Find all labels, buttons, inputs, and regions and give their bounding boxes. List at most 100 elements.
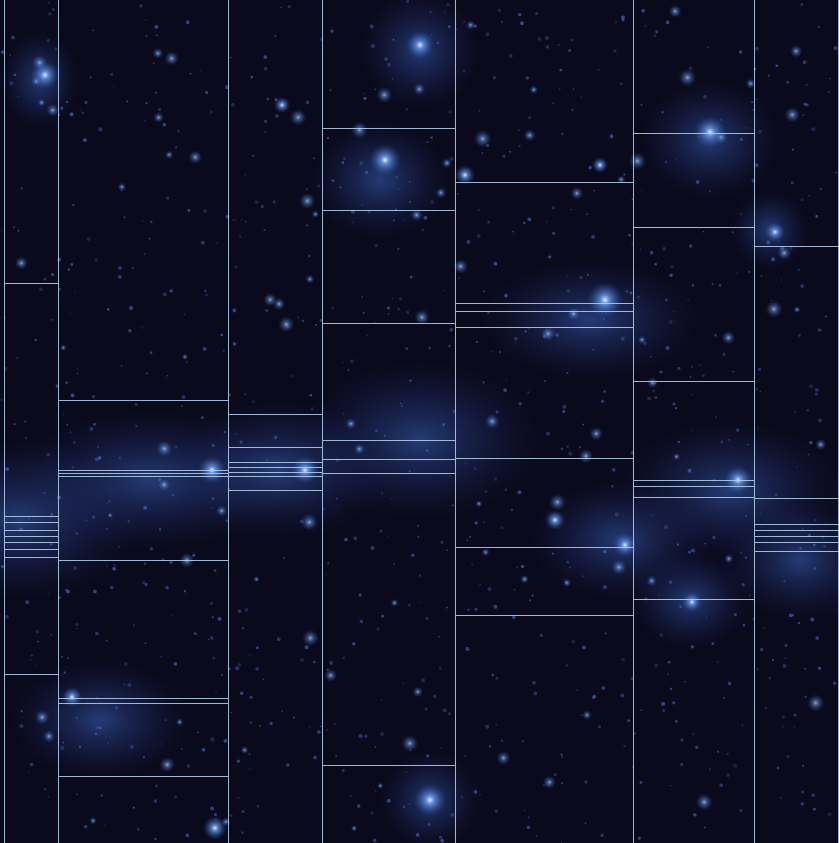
speck	[229, 56, 232, 59]
speck	[483, 521, 485, 524]
speck	[688, 550, 692, 554]
speck	[418, 601, 420, 603]
speck	[249, 721, 252, 724]
speck	[369, 24, 374, 29]
speck	[771, 257, 776, 262]
halo	[345, 418, 357, 430]
speck	[584, 780, 588, 784]
speck	[221, 673, 224, 676]
speck	[25, 600, 30, 605]
speck	[783, 579, 786, 583]
halo	[637, 335, 647, 344]
speck	[230, 711, 233, 714]
halo	[695, 793, 713, 811]
halo	[435, 187, 447, 199]
speck	[500, 20, 504, 23]
speck	[209, 601, 214, 605]
halo	[523, 129, 536, 142]
speck	[623, 173, 626, 176]
halo	[484, 413, 500, 429]
speck	[558, 88, 561, 91]
speck	[408, 200, 412, 203]
speck	[786, 80, 790, 84]
speck	[387, 536, 389, 539]
speck	[625, 289, 629, 293]
speck	[118, 546, 120, 548]
speck	[817, 418, 822, 423]
halo	[175, 718, 184, 726]
speck	[394, 175, 399, 180]
speck	[238, 235, 242, 238]
speck	[0, 565, 5, 569]
speck	[479, 794, 481, 796]
speck	[118, 275, 122, 279]
speck	[494, 809, 498, 813]
speck	[604, 632, 607, 635]
speck	[374, 429, 378, 433]
halo	[164, 51, 179, 66]
speck	[96, 445, 99, 449]
speck	[83, 825, 88, 829]
speck	[240, 219, 242, 221]
speck	[215, 691, 217, 694]
speck	[727, 753, 729, 755]
speck	[358, 734, 363, 738]
speck	[251, 400, 255, 404]
halo	[412, 686, 424, 698]
speck	[561, 756, 564, 759]
speck	[425, 616, 429, 621]
speck	[423, 215, 428, 220]
speck	[60, 746, 65, 751]
speck	[110, 586, 114, 590]
speck	[677, 440, 681, 444]
halo	[34, 709, 50, 725]
halo	[263, 292, 278, 307]
speck	[807, 453, 810, 456]
speck	[784, 657, 787, 659]
speck	[86, 237, 91, 241]
speck	[640, 709, 642, 712]
speck	[28, 771, 30, 774]
speck	[448, 344, 451, 348]
speck	[727, 681, 732, 686]
speck	[592, 694, 597, 699]
speck	[118, 456, 121, 459]
speck	[185, 833, 190, 838]
halo	[592, 157, 608, 173]
speck	[92, 589, 97, 594]
speck	[254, 200, 259, 204]
speck	[313, 755, 317, 760]
halo	[455, 165, 475, 185]
speck	[319, 725, 322, 728]
speck	[361, 296, 364, 298]
speck	[210, 737, 215, 742]
speck	[756, 667, 759, 671]
speck	[97, 455, 102, 460]
halo	[520, 574, 530, 584]
speck	[71, 466, 75, 469]
speck	[661, 701, 666, 706]
speck	[34, 338, 37, 342]
speck	[51, 318, 54, 321]
speck	[569, 346, 571, 348]
speck	[716, 661, 719, 664]
speck	[169, 289, 173, 293]
speck	[794, 411, 797, 414]
speck	[5, 467, 10, 471]
speck	[112, 85, 115, 88]
speck	[680, 763, 684, 767]
speck	[601, 399, 605, 404]
speck	[738, 50, 743, 54]
speck	[169, 560, 173, 564]
speck	[593, 189, 596, 192]
speck	[70, 263, 74, 267]
speck	[495, 676, 499, 680]
speck	[331, 306, 335, 310]
speck	[392, 38, 395, 41]
speck	[39, 287, 43, 292]
speck	[717, 750, 720, 753]
speck	[370, 545, 375, 550]
speck	[335, 458, 340, 462]
speck	[471, 563, 474, 566]
speck	[371, 44, 375, 48]
